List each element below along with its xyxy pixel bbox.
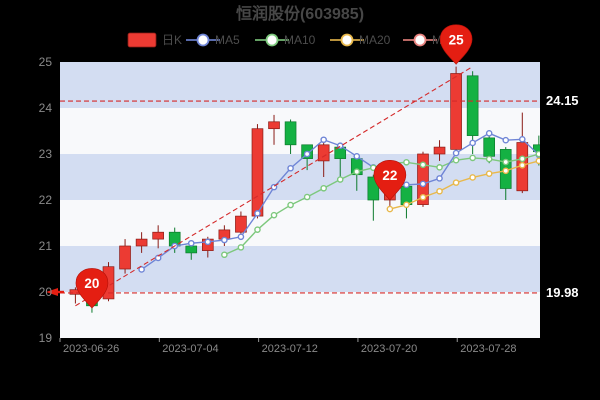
svg-text:MA5: MA5 [215,33,240,47]
svg-text:20: 20 [39,285,53,299]
svg-text:MA10: MA10 [284,33,316,47]
svg-text:19: 19 [39,331,53,345]
svg-text:21: 21 [39,239,53,253]
svg-text:日K: 日K [162,33,182,47]
svg-text:2023-07-28: 2023-07-28 [460,343,516,355]
svg-text:24.15: 24.15 [546,93,579,108]
svg-text:20: 20 [84,276,99,291]
svg-text:23: 23 [39,147,53,161]
svg-text:25: 25 [39,55,53,69]
svg-text:2023-07-12: 2023-07-12 [262,343,318,355]
svg-text:2023-07-04: 2023-07-04 [162,343,218,355]
svg-text:25: 25 [449,32,465,47]
svg-text:22: 22 [382,168,397,183]
svg-text:恒润股份(603985): 恒润股份(603985) [236,4,364,23]
svg-text:2023-06-26: 2023-06-26 [63,343,119,355]
svg-text:22: 22 [39,193,53,207]
svg-text:MA20: MA20 [359,33,391,47]
svg-text:2023-07-20: 2023-07-20 [361,343,417,355]
svg-text:24: 24 [39,101,53,115]
svg-text:19.98: 19.98 [546,285,579,300]
